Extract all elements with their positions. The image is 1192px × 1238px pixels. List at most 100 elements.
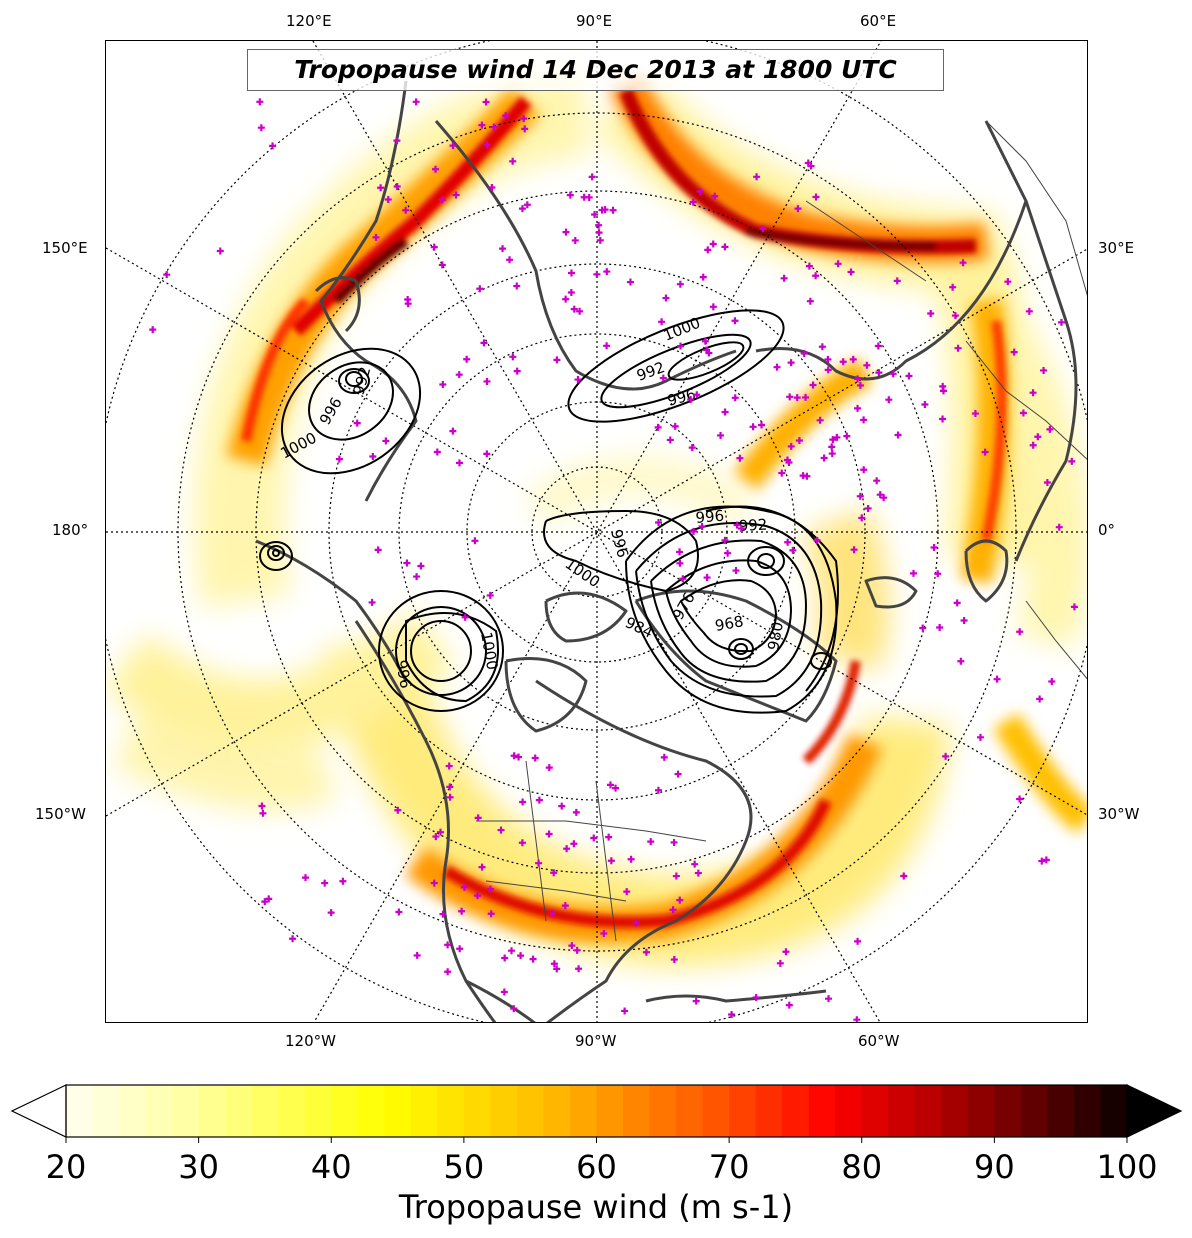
- station-marker: [432, 833, 440, 841]
- station-marker: [676, 559, 684, 567]
- station-marker: [483, 377, 491, 385]
- coastline-caribbean: [645, 989, 827, 1003]
- station-marker: [548, 910, 556, 918]
- station-marker: [759, 225, 767, 233]
- station-marker: [782, 948, 790, 956]
- colorbar-swatch: [1073, 1085, 1102, 1137]
- station-marker: [480, 339, 488, 347]
- station-marker: [596, 236, 604, 244]
- station-marker: [452, 191, 460, 199]
- station-marker: [580, 193, 588, 201]
- station-marker: [701, 337, 709, 345]
- jet-max-north-america: [442, 798, 832, 929]
- lon-label-bottom-left: 120°W: [285, 1032, 336, 1050]
- colorbar-swatch: [304, 1085, 332, 1137]
- station-marker: [654, 786, 662, 794]
- station-marker: [905, 372, 913, 380]
- station-marker: [513, 367, 521, 375]
- station-marker: [433, 448, 441, 456]
- colorbar-swatch: [676, 1085, 704, 1137]
- station-marker: [820, 454, 828, 462]
- station-marker: [545, 764, 553, 772]
- station-marker: [595, 229, 603, 237]
- station-marker: [671, 422, 679, 430]
- colorbar-swatch: [782, 1085, 810, 1137]
- coastline-hudson-bay: [504, 657, 588, 733]
- station-marker: [603, 268, 611, 276]
- station-marker: [889, 370, 897, 378]
- station-marker: [670, 956, 678, 964]
- station-marker: [800, 349, 808, 357]
- station-marker: [789, 546, 797, 554]
- station-marker: [993, 675, 1001, 683]
- station-marker: [412, 98, 420, 106]
- station-marker: [393, 182, 401, 190]
- colorbar-swatch: [835, 1085, 863, 1137]
- colorbar-swatch: [808, 1085, 836, 1137]
- coastline-europe-west: [1014, 200, 1078, 562]
- station-marker: [1055, 523, 1063, 531]
- station-marker: [471, 537, 479, 545]
- station-marker: [703, 346, 711, 354]
- station-marker: [910, 569, 918, 577]
- station-marker: [666, 436, 674, 444]
- station-marker: [432, 165, 440, 173]
- lon-label-left-bottom: 150°W: [35, 805, 86, 823]
- station-marker: [655, 519, 663, 527]
- station-marker: [289, 935, 297, 943]
- pressure-contours: [259, 309, 839, 714]
- station-marker: [690, 527, 698, 535]
- station-marker: [269, 142, 277, 150]
- station-marker: [949, 283, 957, 291]
- station-marker: [953, 599, 961, 607]
- station-marker: [736, 454, 744, 462]
- station-marker: [497, 826, 505, 834]
- station-marker: [784, 538, 792, 546]
- station-marker: [934, 570, 942, 578]
- station-marker: [562, 228, 570, 236]
- station-marker: [1025, 307, 1033, 315]
- station-marker: [876, 491, 884, 499]
- station-marker: [793, 394, 801, 402]
- station-marker: [717, 431, 725, 439]
- station-marker: [607, 857, 615, 865]
- station-marker: [627, 855, 635, 863]
- station-marker: [670, 838, 678, 846]
- station-marker: [518, 839, 526, 847]
- lon-label-left-middle: 180°: [52, 521, 89, 539]
- station-marker: [825, 995, 833, 1003]
- station-marker: [588, 173, 596, 181]
- station-marker: [669, 906, 677, 914]
- station-marker: [353, 419, 361, 427]
- colorbar-tick-label: 40: [310, 1148, 352, 1186]
- station-marker: [510, 752, 518, 760]
- station-marker: [265, 895, 273, 903]
- station-marker: [1029, 441, 1037, 449]
- station-marker: [163, 271, 171, 279]
- station-marker: [703, 574, 711, 582]
- station-marker: [812, 272, 820, 280]
- colorbar-swatch: [861, 1085, 889, 1137]
- station-marker: [261, 898, 269, 906]
- station-marker: [813, 536, 821, 544]
- station-marker: [1019, 409, 1027, 417]
- polar-stereographic-map: 1000 996 992 1000 996 992 996 992 1000 9…: [106, 41, 1087, 1022]
- station-marker: [513, 282, 521, 290]
- station-marker: [1043, 479, 1051, 487]
- colorbar-tick-label: 100: [1096, 1148, 1158, 1186]
- station-marker: [449, 427, 457, 435]
- contour-label: 996: [695, 507, 725, 527]
- colorbar-swatch: [437, 1085, 465, 1137]
- station-marker: [976, 733, 984, 741]
- station-marker: [786, 393, 794, 401]
- station-marker: [576, 307, 584, 315]
- station-marker: [518, 205, 526, 213]
- colorbar-extend-low: [10, 1084, 67, 1138]
- station-marker: [688, 444, 696, 452]
- jet-max-europe-inner: [745, 227, 937, 250]
- station-marker: [413, 573, 421, 581]
- coastline-japan: [314, 276, 361, 333]
- coastlines: [255, 80, 1078, 1022]
- station-marker: [517, 952, 525, 960]
- station-marker: [535, 796, 543, 804]
